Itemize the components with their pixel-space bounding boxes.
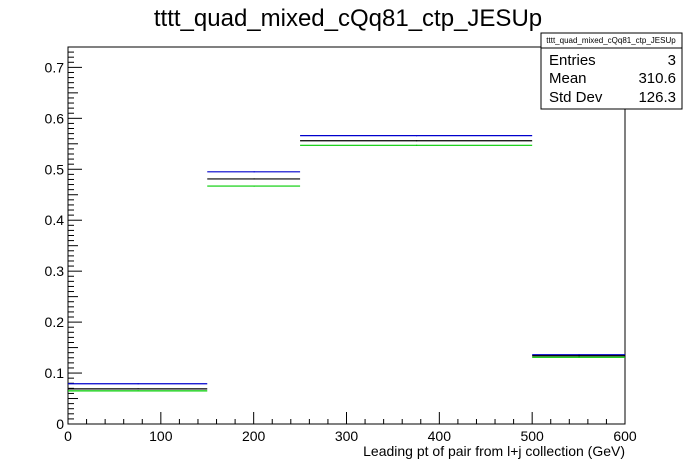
y-tick-label: 0.3 [45,263,65,279]
y-tick-label: 0.7 [45,59,65,75]
y-tick-label: 0 [56,416,64,432]
stats-mean-value: 310.6 [638,70,676,87]
stats-box-title: tttt_quad_mixed_cQq81_ctp_JESUp [546,36,676,45]
series-layer [68,135,625,392]
stats-entries-value: 3 [668,52,676,69]
y-tick-label: 0.5 [45,161,65,177]
stats-box: tttt_quad_mixed_cQq81_ctp_JESUp Entries … [540,32,683,110]
series-1 [68,140,625,390]
x-axis-label: Leading pt of pair from l+j collection (… [363,443,625,459]
x-tick-label: 400 [428,428,452,444]
stats-stddev-label: Std Dev [549,89,603,106]
y-tick-label: 0.1 [45,365,65,381]
x-axis: 0 100 200 300 400 500 600 [64,412,637,444]
y-axis: 0 0.1 0.2 0.3 0.4 0.5 0.6 0.7 [45,46,82,432]
y-tick-label: 0.6 [45,110,65,126]
y-tick-label: 0.4 [45,212,65,228]
x-tick-label: 200 [242,428,266,444]
series-2 [68,144,625,392]
x-tick-label: 600 [613,428,637,444]
x-tick-label: 0 [64,428,72,444]
series-0 [68,135,625,385]
x-tick-label: 500 [520,428,544,444]
x-tick-label: 100 [149,428,173,444]
chart-title: tttt_quad_mixed_cQq81_ctp_JESUp [154,5,542,32]
y-tick-label: 0.2 [45,314,65,330]
x-tick-label: 300 [335,428,359,444]
stats-stddev-value: 126.3 [638,89,676,106]
stats-entries-label: Entries [549,52,596,69]
stats-box-frame [540,32,683,110]
stats-mean-label: Mean [549,70,587,87]
